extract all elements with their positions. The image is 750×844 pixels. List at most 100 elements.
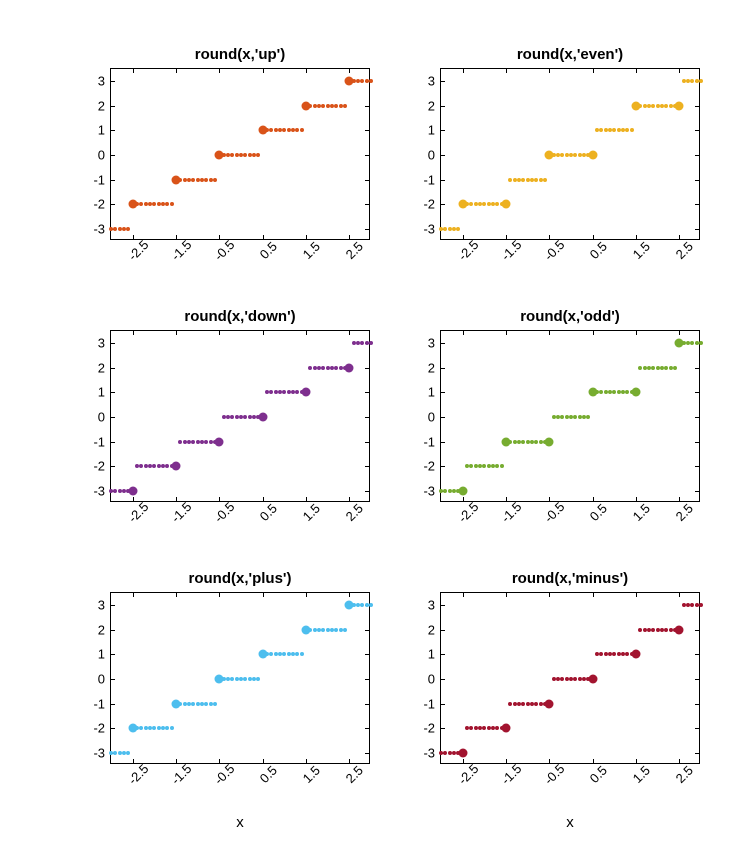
data-marker — [369, 79, 373, 83]
xtick-mark — [679, 497, 680, 501]
ytick-label: -3 — [93, 745, 105, 760]
ytick-label: 1 — [98, 123, 105, 138]
xtick-label: 0.5 — [586, 763, 609, 786]
xtick-label: 2.5 — [673, 239, 696, 262]
ytick-label: 0 — [428, 672, 435, 687]
subplot-panel: round(x,'plus')-3-2-10123-2.5-1.5-0.50.5… — [110, 592, 370, 764]
ytick-mark — [111, 704, 115, 705]
xtick-label: -1.5 — [498, 761, 524, 787]
xtick-label: -2.5 — [455, 499, 481, 525]
data-marker-big — [545, 699, 554, 708]
xtick-mark — [306, 69, 307, 73]
xtick-label: 0.5 — [256, 763, 279, 786]
data-marker-big — [632, 650, 641, 659]
data-marker-big — [502, 200, 511, 209]
ytick-mark — [365, 654, 369, 655]
xtick-mark — [549, 759, 550, 763]
xtick-mark — [176, 331, 177, 335]
ytick-mark — [111, 368, 115, 369]
ytick-label: 2 — [428, 622, 435, 637]
ytick-mark — [695, 466, 699, 467]
xtick-label: -0.5 — [211, 761, 237, 787]
ytick-mark — [695, 204, 699, 205]
ytick-label: 2 — [98, 360, 105, 375]
ytick-mark — [441, 106, 445, 107]
xtick-mark — [549, 497, 550, 501]
ytick-mark — [111, 180, 115, 181]
ytick-label: 2 — [428, 360, 435, 375]
ytick-label: -1 — [423, 696, 435, 711]
xtick-label: -0.5 — [211, 499, 237, 525]
ytick-label: 1 — [428, 123, 435, 138]
xtick-label: 1.5 — [300, 763, 323, 786]
xtick-mark — [463, 593, 464, 597]
ytick-label: 3 — [98, 598, 105, 613]
ytick-label: 0 — [428, 410, 435, 425]
axes: -3-2-10123-2.5-1.5-0.50.51.52.5 — [440, 330, 700, 502]
ytick-mark — [695, 229, 699, 230]
xtick-mark — [306, 497, 307, 501]
ytick-label: 0 — [98, 410, 105, 425]
ytick-mark — [441, 343, 445, 344]
xtick-mark — [463, 497, 464, 501]
xtick-mark — [679, 331, 680, 335]
xtick-label: -0.5 — [541, 499, 567, 525]
xtick-mark — [463, 235, 464, 239]
xtick-mark — [263, 593, 264, 597]
xtick-mark — [506, 235, 507, 239]
xtick-mark — [636, 593, 637, 597]
xtick-label: 2.5 — [673, 763, 696, 786]
xtick-mark — [679, 69, 680, 73]
xtick-mark — [549, 69, 550, 73]
chart-title: round(x,'down') — [110, 308, 370, 325]
data-marker — [170, 726, 174, 730]
ytick-mark — [441, 81, 445, 82]
xtick-mark — [636, 69, 637, 73]
ytick-label: -2 — [93, 197, 105, 212]
xtick-mark — [219, 69, 220, 73]
xtick-mark — [463, 759, 464, 763]
ytick-label: 1 — [428, 385, 435, 400]
data-marker — [126, 751, 130, 755]
data-marker-big — [458, 486, 467, 495]
ytick-label: 3 — [98, 336, 105, 351]
ytick-mark — [365, 392, 369, 393]
ytick-mark — [365, 728, 369, 729]
xtick-label: -1.5 — [168, 499, 194, 525]
ytick-mark — [111, 679, 115, 680]
ytick-mark — [365, 466, 369, 467]
chart-title: round(x,'plus') — [110, 570, 370, 587]
ytick-mark — [441, 155, 445, 156]
ytick-mark — [365, 704, 369, 705]
xtick-label: -2.5 — [455, 761, 481, 787]
ytick-label: -1 — [93, 172, 105, 187]
xtick-mark — [219, 593, 220, 597]
xtick-mark — [133, 331, 134, 335]
ytick-label: 3 — [428, 74, 435, 89]
xtick-label: -2.5 — [455, 237, 481, 263]
xtick-mark — [593, 69, 594, 73]
ytick-mark — [111, 654, 115, 655]
xtick-label: 1.5 — [630, 239, 653, 262]
axes: -3-2-10123-2.5-1.5-0.50.51.52.5 — [110, 330, 370, 502]
ytick-mark — [695, 180, 699, 181]
ytick-mark — [441, 728, 445, 729]
xtick-mark — [593, 331, 594, 335]
ytick-mark — [111, 204, 115, 205]
data-marker — [343, 104, 347, 108]
ytick-mark — [441, 704, 445, 705]
ytick-label: -1 — [423, 172, 435, 187]
xtick-mark — [349, 69, 350, 73]
ytick-label: -2 — [93, 721, 105, 736]
axes: -3-2-10123-2.5-1.5-0.50.51.52.5 — [110, 68, 370, 240]
xtick-mark — [219, 235, 220, 239]
xtick-label: 2.5 — [343, 763, 366, 786]
data-marker-big — [258, 413, 267, 422]
xtick-mark — [549, 331, 550, 335]
data-marker-big — [588, 675, 597, 684]
xtick-mark — [133, 69, 134, 73]
xtick-mark — [636, 497, 637, 501]
x-axis-label: x — [110, 814, 370, 831]
ytick-mark — [695, 130, 699, 131]
data-marker — [699, 341, 703, 345]
